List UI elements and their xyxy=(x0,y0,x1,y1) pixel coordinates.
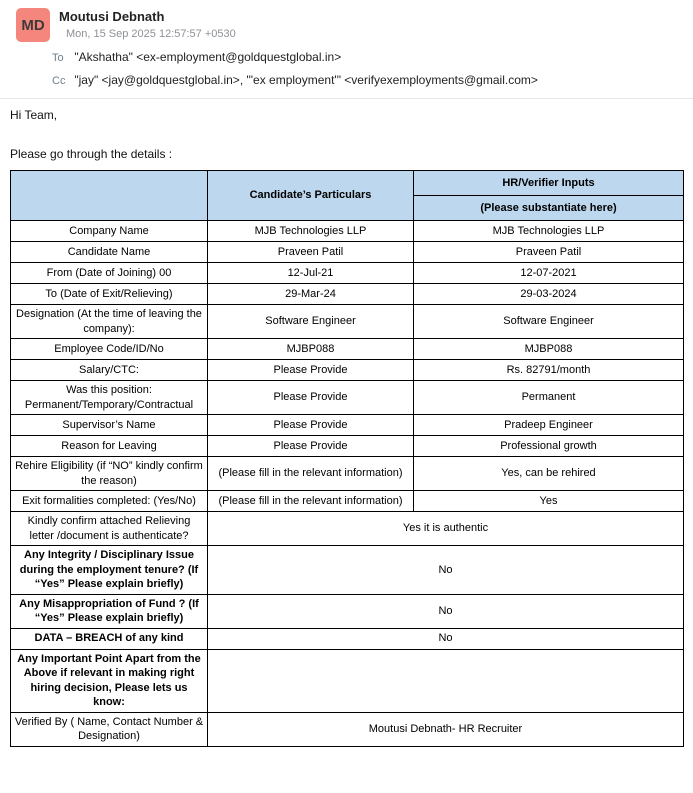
table-row: Was this position: Permanent/Temporary/C… xyxy=(10,380,684,416)
cc-row: Cc "jay" <jay@goldquestglobal.in>, "'ex … xyxy=(16,73,693,88)
merged-value-cell: Moutusi Debnath- HR Recruiter xyxy=(207,711,684,747)
row-label-cell: Kindly confirm attached Relieving letter… xyxy=(10,511,208,547)
table-row: Any Integrity / Disciplinary Issue durin… xyxy=(10,545,684,595)
candidate-value-cell: Please Provide xyxy=(207,359,414,382)
row-label-cell: Exit formalities completed: (Yes/No) xyxy=(10,490,208,513)
hr-value-cell: Rs. 82791/month xyxy=(413,359,684,382)
to-value: "Akshatha" <ex-employment@goldquestgloba… xyxy=(74,50,342,64)
merged-value-cell: No xyxy=(207,627,684,650)
sender-name: Moutusi Debnath xyxy=(59,9,165,24)
to-row: To "Akshatha" <ex-employment@goldquestgl… xyxy=(16,50,693,65)
table-row: Employee Code/ID/No MJBP088 MJBP088 xyxy=(10,338,684,361)
candidate-value-cell: MJBP088 xyxy=(207,338,414,361)
hr-value-cell: Software Engineer xyxy=(413,303,684,340)
row-label-cell: Employee Code/ID/No xyxy=(10,338,208,361)
candidate-value-cell: MJB Technologies LLP xyxy=(207,220,414,242)
row-label-cell: Designation (At the time of leaving the … xyxy=(10,303,208,340)
candidate-value-cell: Please Provide xyxy=(207,435,414,458)
email-body: Hi Team, Please go through the details :… xyxy=(0,99,693,747)
candidate-value-cell: (Please fill in the relevant information… xyxy=(207,490,414,513)
hr-value-cell: MJB Technologies LLP xyxy=(413,220,684,242)
candidate-value-cell: 12-Jul-21 xyxy=(207,262,414,284)
header-row-top: Candidate’s Particulars HR/Verifier Inpu… xyxy=(10,170,684,221)
table-row: Designation (At the time of leaving the … xyxy=(10,303,684,340)
hr-value-cell: 12-07-2021 xyxy=(413,262,684,284)
hr-value-cell: Professional growth xyxy=(413,435,684,458)
table-row: Rehire Eligibility (if “NO” kindly confi… xyxy=(10,456,684,492)
row-label-cell: Supervisor’s Name xyxy=(10,414,208,437)
hr-value-cell: Pradeep Engineer xyxy=(413,414,684,437)
sent-date: Mon, 15 Sep 2025 12:57:57 +0530 xyxy=(66,28,236,40)
table-row: Candidate Name Praveen Patil Praveen Patil xyxy=(10,241,684,263)
table-row: Salary/CTC: Please Provide Rs. 82791/month xyxy=(10,359,684,382)
email-header: MD Moutusi Debnath Mon, 15 Sep 2025 12:5… xyxy=(0,0,693,88)
merged-value-cell xyxy=(207,648,684,713)
hr-value-cell: MJBP088 xyxy=(413,338,684,361)
candidate-value-cell: Please Provide xyxy=(207,414,414,437)
table-row: Verified By ( Name, Contact Number & Des… xyxy=(10,711,684,747)
candidate-value-cell: Software Engineer xyxy=(207,303,414,340)
table-row: Any Important Point Apart from the Above… xyxy=(10,648,684,713)
row-label-cell: From (Date of Joining) 00 xyxy=(10,262,208,284)
merged-value-cell: No xyxy=(207,545,684,595)
merged-value-cell: No xyxy=(207,593,684,629)
table-row: Reason for Leaving Please Provide Professi… xyxy=(10,435,684,458)
hr-value-cell: Permanent xyxy=(413,380,684,416)
candidate-value-cell: 29-Mar-24 xyxy=(207,283,414,305)
sender-block: Moutusi Debnath Mon, 15 Sep 2025 12:57:5… xyxy=(50,8,236,40)
hr-value-cell: Praveen Patil xyxy=(413,241,684,263)
table-row: Any Misappropriation of Fund ? (If “Yes”… xyxy=(10,593,684,629)
row-label-cell: Any Integrity / Disciplinary Issue durin… xyxy=(10,545,208,595)
table-row: To (Date of Exit/Relieving) 29-Mar-24 29-0… xyxy=(10,283,684,305)
candidate-value-cell: Please Provide xyxy=(207,380,414,416)
row-label-cell: Company Name xyxy=(10,220,208,242)
header-row-bottom: (Please substantiate here) xyxy=(11,195,684,221)
table-row: Company Name MJB Technologies LLP MJB Tech… xyxy=(10,220,684,242)
table-row: Supervisor’s Name Please Provide Pradeep E… xyxy=(10,414,684,437)
row-label-cell: Rehire Eligibility (if “NO” kindly confi… xyxy=(10,456,208,492)
greeting-text: Hi Team, xyxy=(10,108,58,122)
row-label-cell: Candidate Name xyxy=(10,241,208,263)
hr-value-cell: Yes xyxy=(413,490,684,513)
header-substantiate-cell: (Please substantiate here) xyxy=(413,195,684,221)
header-divider xyxy=(0,98,693,99)
row-label-cell: Any Misappropriation of Fund ? (If “Yes”… xyxy=(10,593,208,629)
row-label-cell: To (Date of Exit/Relieving) xyxy=(10,283,208,305)
sender-row: MD Moutusi Debnath Mon, 15 Sep 2025 12:5… xyxy=(16,8,693,42)
table-body: Company Name MJB Technologies LLP MJB Tech… xyxy=(10,220,684,747)
row-label-cell: Any Important Point Apart from the Above… xyxy=(10,648,208,713)
table-row: Exit formalities completed: (Yes/No) (Ple… xyxy=(10,490,684,513)
row-label-cell: Salary/CTC: xyxy=(10,359,208,382)
cc-value: "jay" <jay@goldquestglobal.in>, "'ex emp… xyxy=(74,73,538,87)
intro-text: Please go through the details : xyxy=(10,147,173,161)
header-blank-cell xyxy=(10,170,208,221)
to-label: To xyxy=(52,52,64,64)
cc-label: Cc xyxy=(52,75,66,87)
table-row: Kindly confirm attached Relieving letter… xyxy=(10,511,684,547)
row-label-cell: Was this position: Permanent/Temporary/C… xyxy=(10,380,208,416)
header-hr-inputs-cell: HR/Verifier Inputs xyxy=(413,170,684,196)
table-row: From (Date of Joining) 00 12-Jul-21 12-07-… xyxy=(10,262,684,284)
candidate-value-cell: (Please fill in the relevant information… xyxy=(207,456,414,492)
row-label-cell: Reason for Leaving xyxy=(10,435,208,458)
table-row: DATA – BREACH of any kind No xyxy=(10,627,684,650)
table-header: Candidate’s Particulars HR/Verifier Inpu… xyxy=(10,170,684,221)
hr-value-cell: Yes, can be rehired xyxy=(413,456,684,492)
hr-value-cell: 29-03-2024 xyxy=(413,283,684,305)
row-label-cell: Verified By ( Name, Contact Number & Des… xyxy=(10,711,208,747)
header-candidate-cell: Candidate’s Particulars xyxy=(207,170,414,221)
verification-table: Candidate’s Particulars HR/Verifier Inpu… xyxy=(10,170,684,747)
avatar: MD xyxy=(16,8,50,42)
merged-value-cell: Yes it is authentic xyxy=(207,511,684,547)
candidate-value-cell: Praveen Patil xyxy=(207,241,414,263)
row-label-cell: DATA – BREACH of any kind xyxy=(10,627,208,650)
